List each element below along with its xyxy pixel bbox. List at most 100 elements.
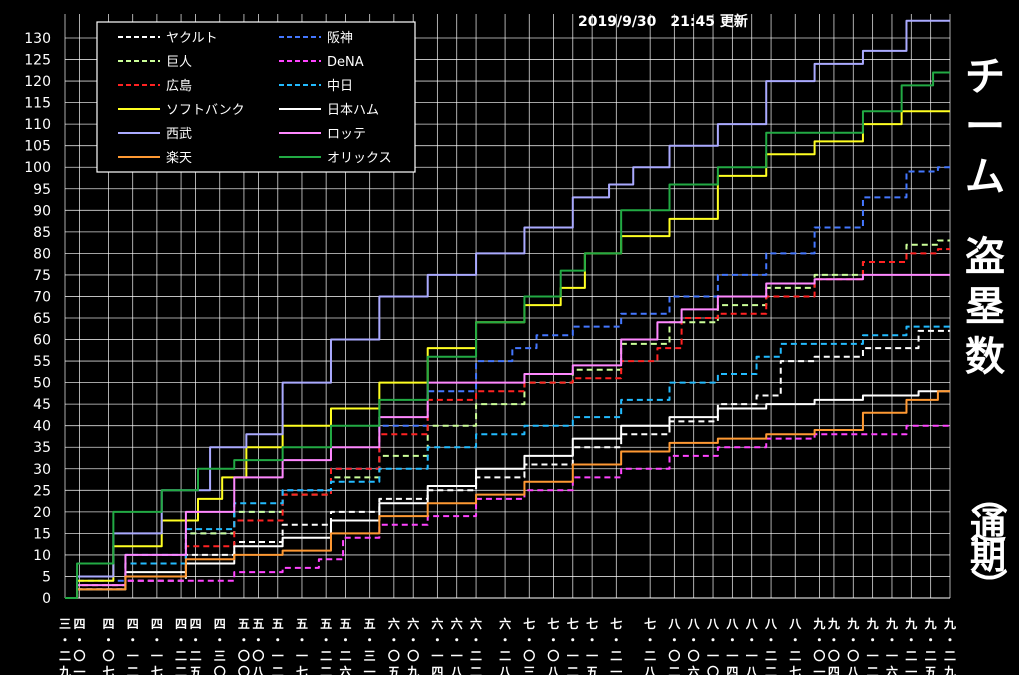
x-tick-label-char: 八 bbox=[788, 617, 802, 631]
x-tick-label-char: 一 bbox=[272, 649, 284, 663]
x-tick-label-char: 一 bbox=[431, 649, 443, 663]
x-tick-label-char: 九 bbox=[866, 616, 879, 631]
x-tick-label-char: ・ bbox=[451, 633, 463, 647]
title-char: 塁 bbox=[965, 284, 1005, 330]
x-tick-label-char: 八 bbox=[764, 617, 778, 631]
legend-label: 阪神 bbox=[327, 31, 353, 46]
x-tick-label-char: 一 bbox=[451, 649, 463, 663]
x-tick-label-char: 四 bbox=[214, 617, 226, 631]
x-tick-label-char: 五 bbox=[190, 665, 202, 675]
subtitle-char: 通 bbox=[970, 506, 1006, 547]
x-tick-label-char: 〇 bbox=[707, 664, 719, 675]
x-tick-label-char: ・ bbox=[190, 633, 202, 647]
x-tick-label-char: 一 bbox=[746, 649, 758, 663]
x-tick-label-char: 九 bbox=[924, 616, 937, 631]
x-tick-label-char: 七 bbox=[567, 617, 579, 631]
x-tick-label-char: 二 bbox=[765, 665, 777, 675]
y-tick-label: 5 bbox=[42, 569, 51, 585]
x-tick-label-char: 一 bbox=[610, 665, 622, 675]
x-tick-label-char: 四 bbox=[828, 665, 840, 675]
legend-label: ソフトバンク bbox=[166, 103, 245, 118]
x-tick-label-char: 二 bbox=[567, 665, 579, 675]
x-tick-label-char: 一 bbox=[707, 649, 719, 663]
x-tick-label-char: ・ bbox=[151, 633, 163, 647]
x-tick-label-char: 八 bbox=[450, 665, 464, 675]
x-tick-label-char: 四 bbox=[175, 617, 187, 631]
x-tick-label-char: 九 bbox=[812, 616, 825, 631]
x-tick-label-char: 六 bbox=[339, 664, 351, 675]
series-line bbox=[65, 424, 950, 599]
x-tick-label-char: 七 bbox=[644, 617, 656, 631]
x-tick-label-char: 五 bbox=[364, 617, 376, 631]
x-tick-label-char: 一 bbox=[586, 649, 598, 663]
subtitle-char: ） bbox=[967, 568, 1008, 604]
y-tick-label: 105 bbox=[24, 139, 51, 155]
x-tick-label-char: 九 bbox=[846, 616, 859, 631]
y-axis: 0 5 10 15 20 25 30 35 40 45 50 55 60 65 70 75 80 85 90 95 10… bbox=[24, 31, 51, 607]
x-tick-label-char: 七 bbox=[610, 617, 622, 631]
x-tick-label-char: 七 bbox=[151, 665, 163, 675]
x-tick-label-char: 四 bbox=[127, 617, 139, 631]
legend-label: ヤクルト bbox=[166, 31, 218, 46]
x-tick-label-char: ・ bbox=[407, 633, 419, 647]
legend-label: 楽天 bbox=[166, 150, 192, 166]
series-line bbox=[65, 273, 950, 599]
x-tick-label-char: 五 bbox=[320, 617, 332, 631]
x-tick-label-char: ・ bbox=[925, 633, 937, 647]
x-tick-label-char: 六 bbox=[886, 664, 898, 675]
y-tick-label: 10 bbox=[33, 548, 51, 564]
x-tick-label-char: ・ bbox=[867, 633, 879, 647]
x-tick-label-char: ・ bbox=[296, 633, 308, 647]
y-tick-label: 85 bbox=[33, 225, 51, 241]
x-tick-label-char: ・ bbox=[59, 633, 71, 647]
x-tick-label-char: 二 bbox=[127, 665, 139, 675]
x-tick-label-char: 六 bbox=[451, 616, 463, 631]
x-tick-label-char: 八 bbox=[725, 617, 739, 631]
x-tick-label-char: 〇 bbox=[828, 648, 840, 663]
x-tick-label-char: 〇 bbox=[668, 648, 680, 663]
y-tick-label: 55 bbox=[33, 354, 51, 370]
x-tick-label-char: ・ bbox=[789, 633, 801, 647]
x-tick-label-char: 一 bbox=[364, 665, 376, 675]
x-tick-label-char: 〇 bbox=[407, 648, 419, 663]
x-tick-label-char: 〇 bbox=[103, 648, 115, 663]
series-line bbox=[65, 71, 950, 599]
x-tick-label-char: ・ bbox=[103, 633, 115, 647]
x-tick-label-char: 二 bbox=[175, 665, 187, 675]
legend-label: 広島 bbox=[166, 79, 192, 94]
x-tick-label-char: ・ bbox=[547, 633, 559, 647]
x-tick-label-char: ・ bbox=[726, 633, 738, 647]
x-tick-label-char: 五 bbox=[272, 617, 284, 631]
x-tick-label-char: ・ bbox=[127, 633, 139, 647]
x-tick-label-char: 一 bbox=[886, 649, 898, 663]
x-tick-label-char: 九 bbox=[827, 616, 840, 631]
y-tick-label: 15 bbox=[33, 526, 51, 542]
x-tick-label-char: 七 bbox=[586, 617, 598, 631]
x-tick-label-char: ・ bbox=[813, 633, 825, 647]
legend-box bbox=[96, 21, 416, 173]
x-tick-label-char: 一 bbox=[905, 665, 917, 675]
x-tick-label-char: 〇 bbox=[74, 648, 86, 663]
x-tick-label-char: 五 bbox=[238, 617, 250, 631]
x-tick-label-char: 七 bbox=[523, 617, 535, 631]
x-tick-label-char: 七 bbox=[789, 665, 801, 675]
x-tick-label-char: 九 bbox=[904, 616, 917, 631]
x-tick-label-char: 二 bbox=[190, 649, 202, 663]
x-tick-label-char: 七 bbox=[103, 665, 115, 675]
y-tick-label: 90 bbox=[33, 203, 51, 219]
legend-label: 日本ハム bbox=[327, 103, 379, 118]
subtitle-char: （ bbox=[967, 478, 1008, 514]
series-line bbox=[65, 19, 950, 599]
x-tick-label-char: 八 bbox=[667, 617, 681, 631]
title-char: 盗 bbox=[965, 234, 1005, 280]
x-tick-label-char: 七 bbox=[547, 617, 559, 631]
legend-label: 西武 bbox=[166, 127, 192, 142]
x-tick-label-char: ・ bbox=[252, 633, 264, 647]
x-tick-label-char: 八 bbox=[706, 617, 720, 631]
series-line bbox=[65, 329, 950, 599]
x-tick-label-char: 二 bbox=[175, 649, 187, 663]
x-tick-label-char: ・ bbox=[644, 633, 656, 647]
y-tick-label: 65 bbox=[33, 311, 51, 327]
y-tick-label: 20 bbox=[33, 505, 51, 521]
x-tick-label-char: 〇 bbox=[547, 648, 559, 663]
